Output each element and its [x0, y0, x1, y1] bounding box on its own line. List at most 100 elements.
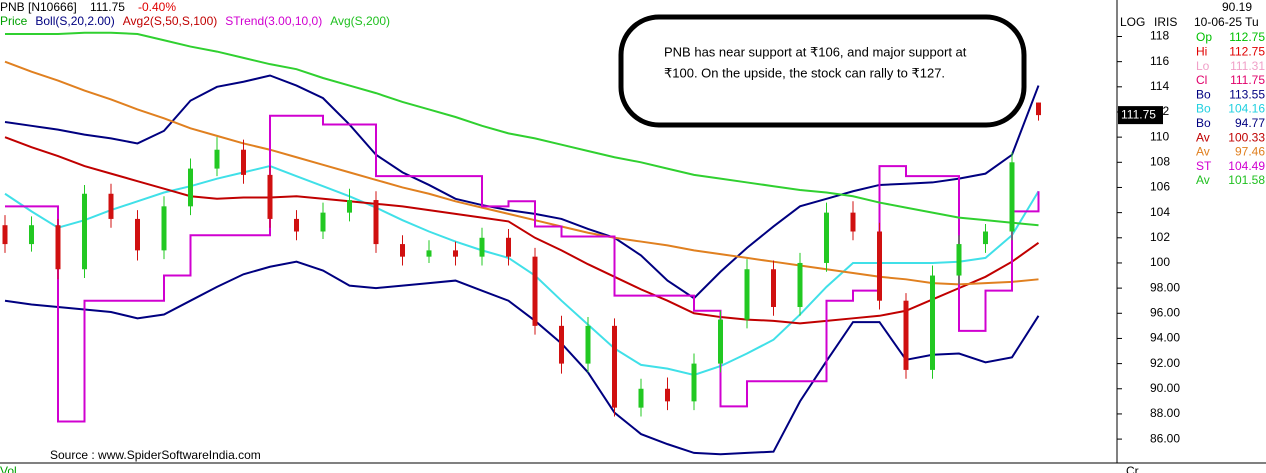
- candle-body: [585, 325, 591, 364]
- annotation-text: ₹100. On the upside, the stock can rally…: [664, 65, 945, 80]
- y-tick-label: 88.00: [1150, 406, 1180, 420]
- y-tick-label: 104: [1150, 205, 1170, 219]
- legend-item: Boll(S,20,2.00): [35, 14, 114, 28]
- side-label: Bo: [1196, 116, 1211, 130]
- legend-item: STrend(3.00,10,0): [225, 14, 322, 28]
- y-tick-label: 96.00: [1150, 305, 1180, 319]
- candle-body: [400, 244, 405, 257]
- side-label: Bo: [1196, 87, 1211, 101]
- y-tick-label: 118: [1150, 29, 1169, 43]
- indicator-line: [4, 136, 1040, 325]
- side-value: 101.58: [1228, 173, 1265, 187]
- candle-body: [214, 149, 220, 169]
- candle-body: [161, 206, 167, 251]
- side-label: Lo: [1196, 59, 1210, 73]
- candle-body: [956, 244, 962, 276]
- candle-body: [638, 388, 644, 408]
- candle-body: [1009, 162, 1015, 232]
- y-tick-label: 106: [1150, 180, 1170, 194]
- candle-body: [983, 231, 988, 245]
- scale-label: IRIS: [1154, 15, 1177, 29]
- side-value: 94.77: [1235, 116, 1265, 130]
- legend-item: Price: [0, 14, 28, 28]
- indicator-line: [5, 114, 1040, 423]
- candle-body: [2, 225, 8, 245]
- candle-body: [797, 262, 803, 307]
- indicator-line: [5, 31, 1039, 227]
- plot-area: [2, 31, 1041, 456]
- side-value: 104.16: [1228, 102, 1265, 116]
- side-label: Hi: [1196, 44, 1207, 58]
- side-label: Av: [1196, 173, 1210, 187]
- side-top-value: 90.19: [1222, 0, 1252, 14]
- y-tick-label: 94.00: [1150, 331, 1180, 345]
- indicator-line: [4, 260, 1040, 456]
- y-tick-label: 98.00: [1150, 280, 1180, 294]
- candle-body: [135, 218, 140, 251]
- y-tick-label: 90.00: [1150, 381, 1180, 395]
- candle-body: [82, 193, 87, 270]
- y-tick-label: 110: [1150, 129, 1169, 143]
- candle-body: [29, 225, 34, 245]
- annotation-box: [618, 14, 1027, 128]
- price: 111.75: [90, 0, 125, 14]
- candle-body: [532, 256, 538, 326]
- candle-body: [506, 237, 511, 257]
- y-tick-label: 108: [1150, 154, 1170, 168]
- candle-body: [188, 168, 193, 207]
- y-tick-label: 102: [1150, 230, 1170, 244]
- side-label: ST: [1196, 159, 1212, 173]
- candle-body: [930, 275, 935, 370]
- candle-body: [691, 363, 697, 402]
- indicator-line: [4, 74, 1040, 300]
- candle-body: [744, 269, 750, 320]
- legend-item: Avg(S,200): [330, 14, 390, 28]
- symbol: PNB [N10666]: [0, 0, 77, 14]
- indicator-line: [4, 60, 1039, 286]
- legend-item: Avg2(S,50,S,100): [123, 14, 218, 28]
- side-value: 104.49: [1228, 159, 1265, 173]
- candle-body: [426, 250, 432, 257]
- side-value: 111.31: [1230, 59, 1265, 73]
- candle-body: [718, 319, 723, 364]
- candle-body: [241, 149, 246, 175]
- candle-body: [771, 269, 776, 307]
- change: -0.40%: [138, 0, 176, 14]
- side-label: Av: [1196, 130, 1210, 144]
- side-date: 10-06-25 Tu: [1194, 15, 1259, 29]
- price-tag-label: 111.75: [1121, 107, 1156, 121]
- annotation-text: PNB has near support at ₹106, and major …: [664, 44, 967, 59]
- panel-label: Vol: [0, 464, 17, 473]
- candle-body: [479, 237, 485, 257]
- candle-body: [453, 250, 458, 257]
- side-label: Av: [1196, 145, 1210, 159]
- side-label: Bo: [1196, 102, 1211, 116]
- candle-body: [347, 200, 352, 213]
- y-tick-label: 116: [1150, 54, 1169, 68]
- side-value: 113.55: [1229, 87, 1265, 101]
- side-value: 100.33: [1228, 130, 1265, 144]
- candle-body: [903, 300, 909, 370]
- candle-body: [55, 225, 61, 270]
- candle-body: [108, 193, 114, 219]
- indicator-line: [4, 165, 1040, 376]
- side-value: 97.46: [1235, 145, 1265, 159]
- side-value: 112.75: [1229, 44, 1265, 58]
- price-tag: [1118, 106, 1163, 125]
- candle-body: [267, 174, 273, 219]
- candle-body: [320, 212, 326, 232]
- side-label: Cl: [1196, 73, 1207, 87]
- candle-body: [294, 218, 299, 232]
- candle-body: [824, 212, 829, 263]
- candle-body: [877, 231, 882, 301]
- y-tick-label: 86.00: [1150, 431, 1180, 445]
- candle-body: [559, 325, 564, 364]
- candle-body: [373, 200, 379, 245]
- y-tick-label: 92.00: [1150, 356, 1180, 370]
- side-value: 111.75: [1230, 73, 1265, 87]
- candle-body: [850, 212, 856, 232]
- candle-body: [1036, 102, 1041, 116]
- scale-label: LOG: [1120, 15, 1145, 29]
- side-value: 112.75: [1229, 30, 1265, 44]
